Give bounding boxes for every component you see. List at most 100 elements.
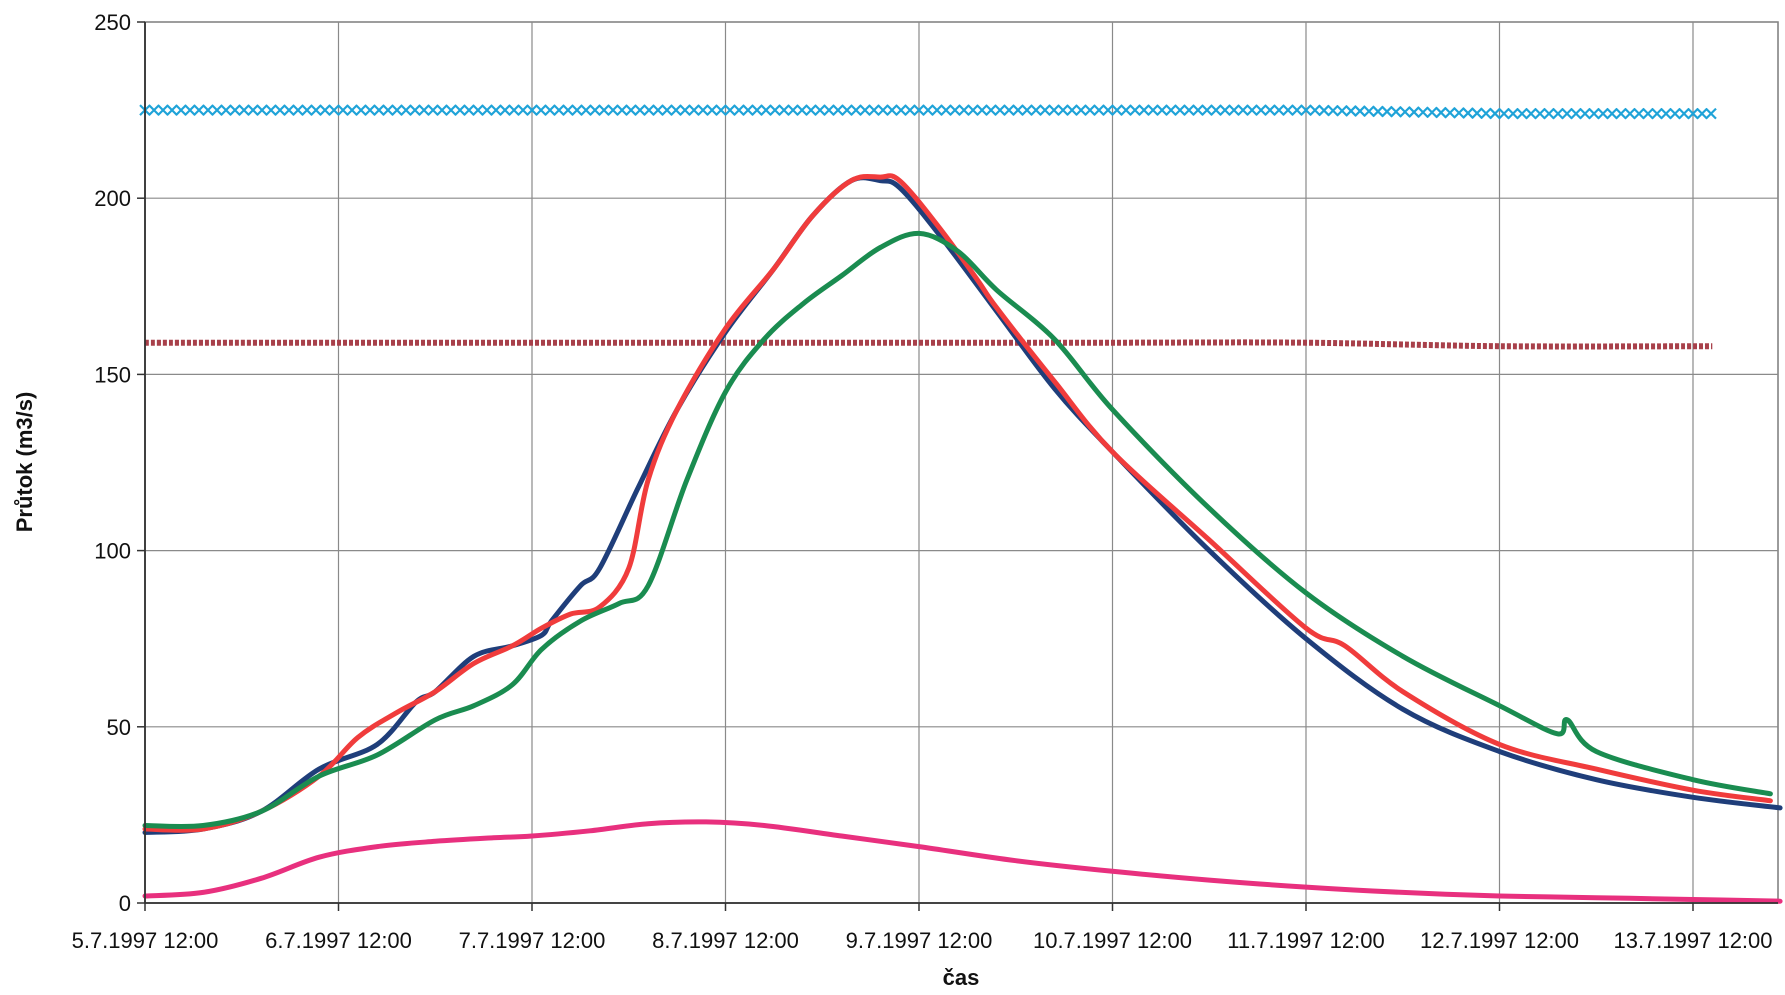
series-marker [157, 104, 169, 116]
series-marker [1435, 106, 1447, 119]
series-marker [409, 104, 421, 116]
x-tick-label: 9.7.1997 12:00 [846, 928, 993, 953]
series-marker [1228, 104, 1240, 116]
series-marker [1093, 104, 1105, 116]
series-marker [1696, 107, 1708, 120]
series-marker [1660, 107, 1672, 120]
y-tick-label: 50 [107, 715, 131, 740]
x-tick-label: 13.7.1997 12:00 [1613, 928, 1772, 953]
series-marker [1525, 107, 1537, 120]
series-marker [1579, 107, 1591, 120]
series-marker [1381, 105, 1393, 118]
series-marker [1498, 107, 1510, 120]
series-marker [1030, 104, 1042, 116]
series-marker [373, 104, 385, 116]
series-marker [418, 104, 430, 116]
series-marker [1642, 107, 1654, 120]
series-marker [463, 104, 475, 116]
series-marker [976, 104, 988, 116]
series-marker [994, 104, 1006, 116]
series-marker [967, 104, 979, 116]
plot-area [144, 21, 1779, 904]
series-marker [382, 104, 394, 116]
series-marker [697, 104, 709, 116]
series-marker [472, 104, 484, 116]
series-marker [1138, 104, 1150, 116]
series-marker [202, 104, 214, 116]
x-tick-label: 10.7.1997 12:00 [1033, 928, 1192, 953]
series-marker [868, 104, 880, 116]
y-tick-label: 200 [94, 186, 131, 211]
x-tick-label: 6.7.1997 12:00 [265, 928, 412, 953]
series-marker [1309, 104, 1321, 117]
series-marker [1003, 104, 1015, 116]
series-marker [1147, 104, 1159, 116]
series-marker [634, 104, 646, 116]
y-tick-label: 0 [119, 891, 131, 916]
series-marker [1687, 107, 1699, 120]
series-marker [760, 104, 772, 116]
series-marker [1408, 106, 1420, 118]
series-marker [553, 104, 565, 116]
series-marker [1192, 104, 1204, 116]
series-marker [715, 104, 727, 116]
series-marker [1255, 104, 1267, 116]
series-marker [346, 104, 358, 116]
series-marker [319, 104, 331, 116]
series-marker [796, 104, 808, 116]
series-marker [769, 104, 781, 116]
series-marker [1201, 104, 1213, 116]
series-marker [850, 104, 862, 116]
series-marker [1462, 107, 1474, 119]
series-marker [1075, 104, 1087, 116]
series-marker [652, 104, 664, 116]
series-marker [1480, 107, 1492, 120]
series-marker [958, 104, 970, 116]
series-marker [265, 104, 277, 116]
series-marker [1543, 107, 1555, 120]
series-marker [814, 104, 826, 116]
series-marker [1615, 107, 1627, 120]
series-marker [1372, 105, 1384, 118]
axes [137, 21, 1778, 911]
series-marker [679, 104, 691, 116]
series-marker [445, 104, 457, 116]
series-marker [481, 104, 493, 116]
series-marker [1363, 105, 1375, 118]
series-marker [643, 104, 655, 116]
series-marker [805, 104, 817, 116]
series-marker [310, 104, 322, 116]
series-marker [1390, 105, 1402, 118]
series-marker [1336, 104, 1348, 117]
series-marker [1489, 107, 1501, 120]
series-marker [904, 104, 916, 116]
series-marker [1066, 104, 1078, 116]
series-marker [184, 104, 196, 116]
series-marker [1705, 107, 1717, 120]
series-marker [742, 104, 754, 116]
series-marker [454, 104, 466, 116]
series-marker [1282, 104, 1294, 116]
series-marker [580, 104, 592, 116]
series-marker [220, 104, 232, 116]
series-marker [193, 104, 205, 116]
series-marker [148, 104, 160, 116]
series-marker [949, 104, 961, 116]
series-marker [1273, 104, 1285, 116]
series-marker [1417, 106, 1429, 119]
series-marker [337, 104, 349, 116]
series-marker [616, 104, 628, 116]
series-marker [400, 104, 412, 116]
series-marker [859, 104, 871, 116]
series-marker [688, 104, 700, 116]
series-marker [877, 104, 889, 116]
series-marker [1039, 104, 1051, 116]
series-marker [544, 104, 556, 116]
series-marker [1102, 104, 1114, 116]
series-marker [526, 104, 538, 116]
series-marker [1156, 104, 1168, 116]
series-marker [625, 104, 637, 116]
series-marker [661, 104, 673, 116]
series-marker [1021, 104, 1033, 116]
